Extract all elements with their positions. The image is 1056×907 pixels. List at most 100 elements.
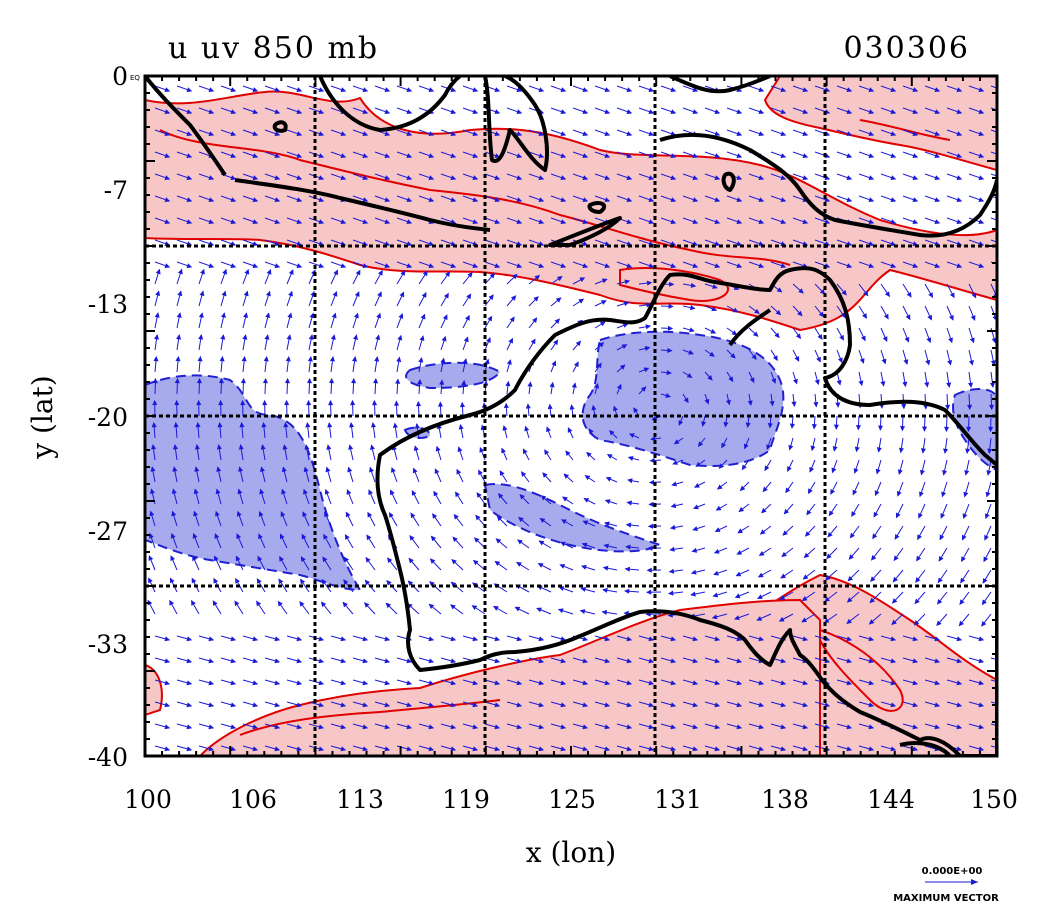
wind-vector-head [714,263,721,268]
wind-vector-head [978,87,985,92]
wind-vector-head [1001,132,1005,135]
wind-vector-head [230,219,237,224]
wind-vector-head [582,219,589,224]
wind-vector-head [596,362,602,369]
wind-vector-head [384,175,391,180]
wind-vector-head [494,197,501,202]
wind-vector-head [296,724,303,730]
wind-vector-head [399,291,405,298]
wind-vector-head [164,219,171,224]
wind-vector-head [406,263,413,268]
wind-vector-head [588,428,594,434]
x-tick-label: 100 [124,785,172,814]
wind-vector-head [936,598,943,605]
wind-vector-head [803,552,810,559]
wind-vector-head [871,554,877,561]
wind-vector-head [215,510,220,517]
wind-vector-head [252,658,259,664]
wind-vector-head [213,577,219,584]
wind-vector-head [560,658,567,664]
wind-vector-head [578,298,585,304]
wind-vector-head [895,512,901,519]
wind-vector-head [736,549,743,555]
wind-vector-head [645,324,652,330]
wind-vector-head [318,263,325,268]
wind-vector-head [217,421,223,428]
y-axis-label: y (lat) [26,375,59,459]
wind-vector-head [322,556,328,563]
wind-vector-head [855,425,862,431]
wind-vector-head [238,466,244,472]
wind-vector-head [948,337,953,344]
wind-vector-head [516,109,523,114]
wind-vector-head [362,724,369,730]
wind-vector-head [813,401,819,408]
wind-vector-head [186,636,193,642]
wind-vector-head [695,461,702,468]
wind-vector-head [244,268,250,275]
wind-vector-head [947,359,953,366]
wind-vector-head [758,680,765,686]
wind-vector-head [868,619,875,625]
wind-vector-head [863,290,869,297]
wind-vector-head [194,466,200,472]
wind-vector-head [538,636,545,642]
wind-vector-head [494,636,501,642]
wind-vector-head [714,219,721,224]
wind-vector-head [694,483,700,488]
wind-vector-head [252,746,259,752]
wind-vector-head [809,466,815,473]
wind-vector-head [582,263,589,268]
wind-vector-head [362,636,369,642]
wind-vector-head [296,153,303,158]
wind-vector-head [606,454,613,459]
wind-vector-head [346,489,352,495]
wind-vector-head [646,280,653,286]
x-tick-label: 131 [654,785,702,814]
wind-vector-head [626,109,633,114]
wind-vector-head [605,476,612,482]
wind-vector-head [956,746,963,752]
wind-vector-head [524,425,530,432]
wind-vector-head [174,377,180,384]
wind-vector-head [516,658,523,664]
wind-vector-head [934,175,941,180]
wind-vector-head [582,175,589,180]
wind-vector [990,239,997,243]
wind-vector-head [149,510,155,517]
wind-vector-head [516,87,523,92]
coastline-timor [548,216,622,247]
wind-vector-head [678,420,684,426]
wind-vector-head [602,587,608,593]
wind-vector-head [208,87,215,92]
wind-vector-head [819,289,826,295]
wind-vector-head [793,378,798,385]
wind-vector-head [912,197,919,202]
wind-vector-head [494,109,501,114]
wind-vector-head [626,131,633,136]
wind-vector-head [472,263,479,268]
wind-vector-head [714,175,721,180]
wind-vector-head [872,533,878,540]
wind-vector-head [428,746,435,752]
coastline-small-island [272,120,288,133]
wind-vector-head [897,469,903,476]
wind-vector-head [563,473,570,479]
wind-vector-head [984,534,989,541]
wind-vector-head [956,263,963,268]
wind-vector-head [730,353,736,359]
wind-vector-head [575,340,582,347]
wind-vector-head [757,594,763,599]
wind-vector-head [604,680,611,686]
wind-vector-head [384,131,391,136]
wind-vector-head [329,377,335,384]
wind-vector-head [723,421,729,428]
wind-vector-head [540,495,547,501]
wind-vector-head [758,175,765,180]
wind-vector-head [386,579,392,586]
wind-vector-head [384,658,391,664]
wind-vector-head [304,444,310,450]
wind-vector-head [582,87,589,92]
wind-vector-head [195,421,201,428]
wind-vector-head [520,471,527,477]
